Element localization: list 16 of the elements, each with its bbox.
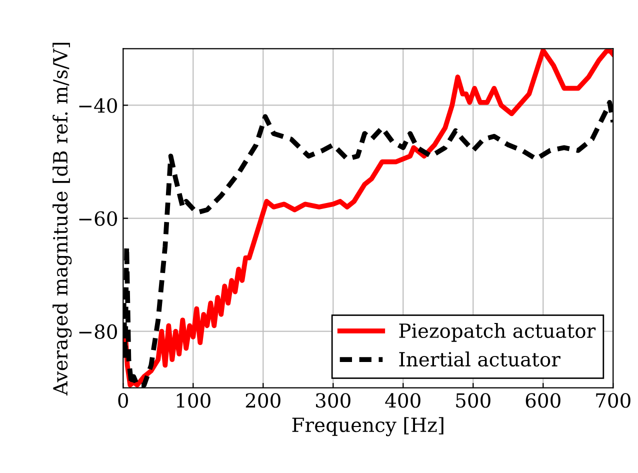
y-axis-title: Averaged magnitude [dB ref. m/s/V] — [52, 42, 72, 396]
line-series — [123, 48, 614, 388]
x-tick-label: 700 — [596, 393, 630, 408]
y-tick-label: −40 — [79, 98, 117, 113]
x-tick-label: 600 — [526, 393, 560, 408]
x-tick-label: 400 — [385, 393, 420, 408]
x-tick-label: 200 — [246, 393, 280, 408]
y-tick-label: −80 — [79, 324, 117, 339]
x-tick-label: 100 — [176, 393, 210, 408]
legend-label: Inertial actuator — [399, 352, 560, 367]
y-tick-label: −60 — [79, 211, 117, 226]
x-axis-title: Frequency [Hz] — [292, 417, 444, 436]
legend-label: Piezopatch actuator — [399, 323, 596, 342]
x-tick-label: 0 — [118, 393, 128, 408]
x-tick-label: 300 — [316, 393, 350, 408]
x-tick-label: 500 — [456, 393, 490, 408]
